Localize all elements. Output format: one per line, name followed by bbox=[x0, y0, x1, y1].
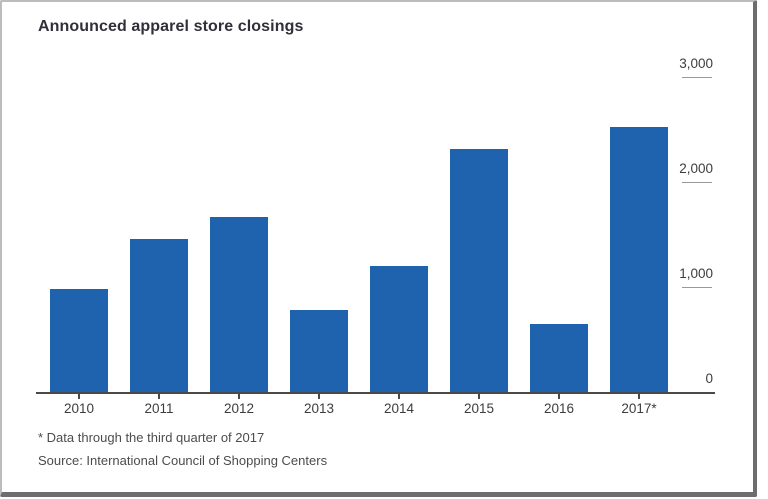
bar-2014 bbox=[370, 266, 428, 392]
x-axis-label: 2010 bbox=[63, 401, 95, 416]
y-axis-label: 2,000 bbox=[679, 161, 713, 176]
bar-2017 bbox=[610, 127, 668, 392]
bar-chart-plot: 2010 2011 2012 2013 2014 2015 2016 2017* 0 1,000 2… bbox=[2, 2, 753, 492]
x-axis-label: 2013 bbox=[303, 401, 335, 416]
chart-source: Source: International Council of Shoppin… bbox=[38, 453, 328, 468]
x-axis-label: 2011 bbox=[144, 401, 174, 416]
y-axis-label: 1,000 bbox=[679, 266, 713, 281]
y-axis-label: 3,000 bbox=[679, 56, 713, 71]
bar-2011 bbox=[130, 239, 188, 392]
x-axis-tick bbox=[238, 392, 240, 399]
bar-2016 bbox=[530, 324, 588, 392]
y-axis-tick-line bbox=[682, 182, 712, 183]
x-axis-tick bbox=[158, 392, 160, 399]
bar-2010 bbox=[50, 289, 108, 392]
x-axis-label: 2014 bbox=[383, 401, 415, 416]
chart-footnote: * Data through the third quarter of 2017 bbox=[38, 430, 265, 445]
x-axis-tick bbox=[398, 392, 400, 399]
x-axis-line bbox=[36, 392, 715, 394]
x-axis-tick bbox=[558, 392, 560, 399]
x-axis-tick bbox=[78, 392, 80, 399]
x-axis-label: 2016 bbox=[543, 401, 575, 416]
chart-title: Announced apparel store closings bbox=[38, 18, 304, 35]
x-axis-tick bbox=[638, 392, 640, 399]
x-axis-label: 2015 bbox=[463, 401, 495, 416]
bar-2012 bbox=[210, 217, 268, 392]
x-axis-tick bbox=[478, 392, 480, 399]
y-axis-label: 0 bbox=[705, 371, 713, 386]
x-axis-label: 2017* bbox=[621, 401, 657, 416]
x-axis-label: 2012 bbox=[223, 401, 255, 416]
y-axis-tick-line bbox=[682, 287, 712, 288]
x-axis-tick bbox=[318, 392, 320, 399]
bar-2013 bbox=[290, 310, 348, 392]
y-axis-tick-line bbox=[682, 77, 712, 78]
bar-2015 bbox=[450, 149, 508, 392]
